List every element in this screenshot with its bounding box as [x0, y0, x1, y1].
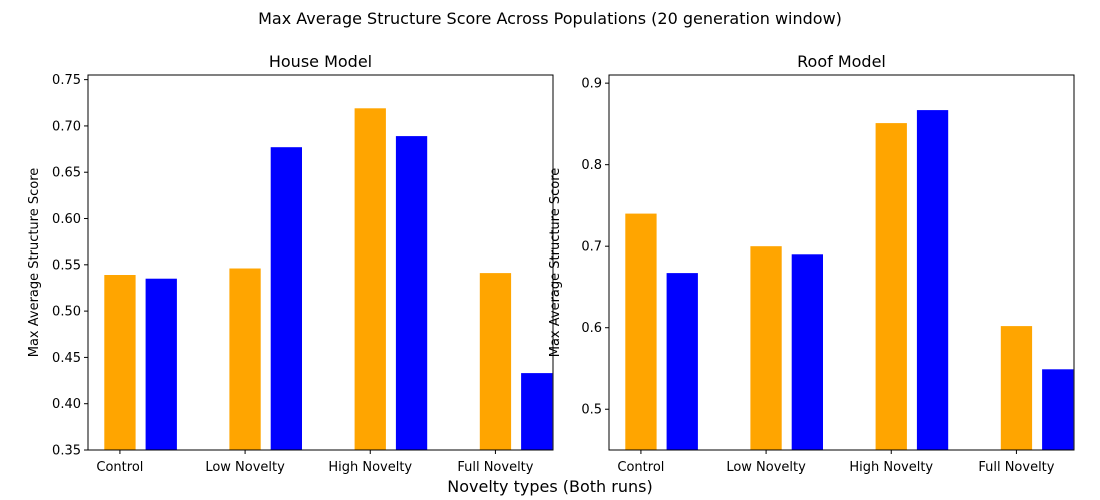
house-ytick-label: 0.65 — [52, 166, 81, 181]
roof-bar-control-run2 — [666, 273, 698, 450]
house-xtick-label: Full Novelty — [457, 460, 533, 475]
house-bar-low-novelty-run1 — [229, 268, 261, 450]
roof-axes-frame — [608, 74, 1075, 451]
house-xtick-label: High Novelty — [328, 460, 412, 475]
house-bar-low-novelty-run2 — [270, 147, 302, 450]
roof-xtick-label: Low Novelty — [726, 460, 806, 475]
roof-ytick-label: 0.9 — [581, 77, 602, 92]
roof-ytick-label: 0.7 — [581, 240, 602, 255]
house-axes-title: House Model — [269, 52, 372, 71]
house-axes-frame — [87, 74, 554, 451]
house-bar-full-novelty-run1 — [479, 273, 512, 450]
figure-x-label: Novelty types (Both runs) — [447, 477, 652, 496]
roof-axes-title: Roof Model — [797, 52, 886, 71]
house-bar-full-novelty-run2 — [521, 373, 553, 450]
house-bar-control-run2 — [145, 278, 177, 450]
figure-title: Max Average Structure Score Across Popul… — [258, 9, 842, 28]
house-bar-high-novelty-run2 — [395, 136, 428, 450]
roof-bar-low-novelty-run1 — [750, 246, 782, 450]
roof-bar-high-novelty-run2 — [916, 110, 949, 450]
roof-ytick-label: 0.8 — [581, 158, 602, 173]
roof-xtick-label: Control — [617, 460, 664, 475]
roof-xtick-label: High Novelty — [849, 460, 933, 475]
roof-bar-control-run1 — [625, 213, 657, 450]
house-model-panel: 0.35 0.40 0.45 0.50 0.55 0.60 0.65 0.70 0.75 Cont… — [27, 52, 554, 475]
house-ytick-label: 0.75 — [52, 73, 81, 88]
house-ytick-label: 0.45 — [52, 351, 81, 366]
roof-bar-low-novelty-run2 — [791, 254, 823, 450]
house-ytick-label: 0.60 — [52, 212, 81, 227]
roof-bar-full-novelty-run2 — [1042, 369, 1074, 450]
roof-ytick-label: 0.5 — [581, 403, 602, 418]
house-ytick-label: 0.70 — [52, 119, 81, 134]
house-ytick-label: 0.40 — [52, 397, 81, 412]
roof-xtick-label: Full Novelty — [978, 460, 1054, 475]
house-ytick-label: 0.35 — [52, 444, 81, 459]
house-ytick-label: 0.55 — [52, 258, 81, 273]
house-bar-high-novelty-run1 — [354, 108, 386, 451]
roof-model-panel: 0.5 0.6 0.7 0.8 0.9 Control Low Novelty High No… — [548, 52, 1075, 475]
house-bar-control-run1 — [104, 275, 136, 450]
house-y-axis-label: Max Average Structure Score — [27, 168, 42, 358]
roof-bar-full-novelty-run1 — [1000, 326, 1033, 450]
roof-ytick-label: 0.6 — [581, 321, 602, 336]
house-xtick-label: Control — [96, 460, 143, 475]
house-ytick-label: 0.50 — [52, 305, 81, 320]
roof-y-axis-label: Max Average Structure Score — [548, 168, 563, 358]
house-xtick-label: Low Novelty — [205, 460, 285, 475]
roof-bar-high-novelty-run1 — [875, 123, 907, 450]
